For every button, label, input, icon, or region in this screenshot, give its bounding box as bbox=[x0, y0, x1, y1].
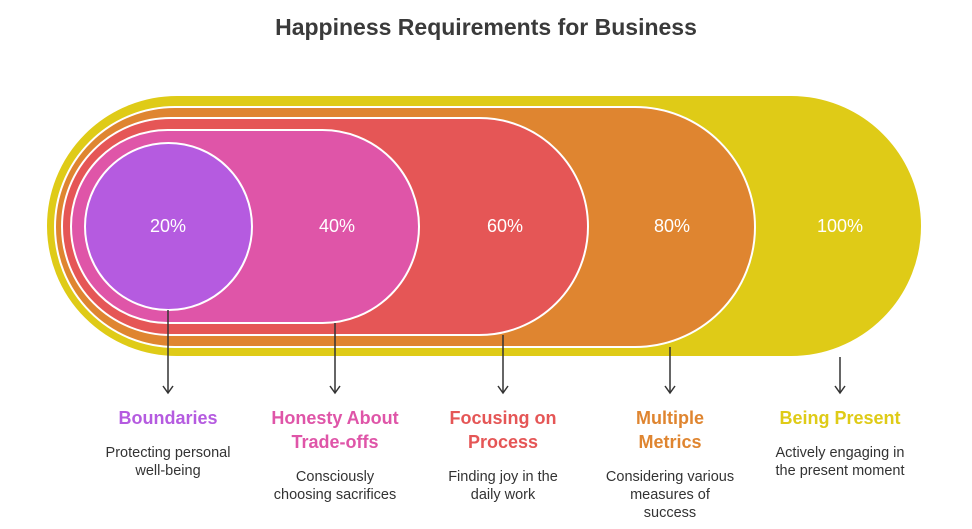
stage-description: Considering various bbox=[606, 469, 734, 485]
stage-description: daily work bbox=[471, 487, 536, 503]
percent-label: 60% bbox=[487, 216, 523, 236]
stage-description: Actively engaging in bbox=[776, 445, 905, 461]
arrow-down-icon bbox=[162, 385, 174, 395]
stage-description: Protecting personal bbox=[106, 445, 231, 461]
stage-title: Being Present bbox=[779, 408, 900, 428]
percent-label: 20% bbox=[150, 216, 186, 236]
diagram-title: Happiness Requirements for Business bbox=[275, 14, 697, 40]
stage-description: the present moment bbox=[776, 463, 905, 479]
arrow-down-icon bbox=[497, 385, 509, 395]
stage-description: choosing sacrifices bbox=[274, 487, 397, 503]
arrow-down-icon bbox=[834, 385, 846, 395]
stage-description: success bbox=[644, 505, 696, 521]
stage-description: Consciously bbox=[296, 469, 375, 485]
stage-5: Being Present Actively engaging in the pre… bbox=[776, 357, 905, 479]
percent-label: 40% bbox=[319, 216, 355, 236]
stage-description: well-being bbox=[134, 463, 200, 479]
stage-title: Focusing on bbox=[450, 408, 557, 428]
nested-capsules: 100% 80% 60% 40% 20% bbox=[45, 94, 923, 358]
stage-description: measures of bbox=[630, 487, 711, 503]
arrow-down-icon bbox=[329, 385, 341, 395]
stage-title: Process bbox=[468, 432, 538, 452]
stage-title: Honesty About bbox=[271, 408, 398, 428]
stage-title: Multiple bbox=[636, 408, 704, 428]
stage-1: Boundaries Protecting personal well-being bbox=[106, 310, 231, 479]
arrow-down-icon bbox=[664, 385, 676, 395]
stage-title: Boundaries bbox=[118, 408, 217, 428]
stage-description: Finding joy in the bbox=[448, 469, 558, 485]
stage-title: Metrics bbox=[638, 432, 701, 452]
stage-3: Focusing on Process Finding joy in the dail… bbox=[448, 335, 558, 503]
percent-label: 80% bbox=[654, 216, 690, 236]
percent-label: 100% bbox=[817, 216, 863, 236]
stage-title: Trade-offs bbox=[291, 432, 378, 452]
stage-2: Honesty About Trade-offs Consciously choosi… bbox=[271, 323, 399, 503]
stage-labels: Boundaries Protecting personal well-being H… bbox=[106, 310, 905, 521]
stage-4: Multiple Metrics Considering various measur… bbox=[606, 347, 734, 521]
